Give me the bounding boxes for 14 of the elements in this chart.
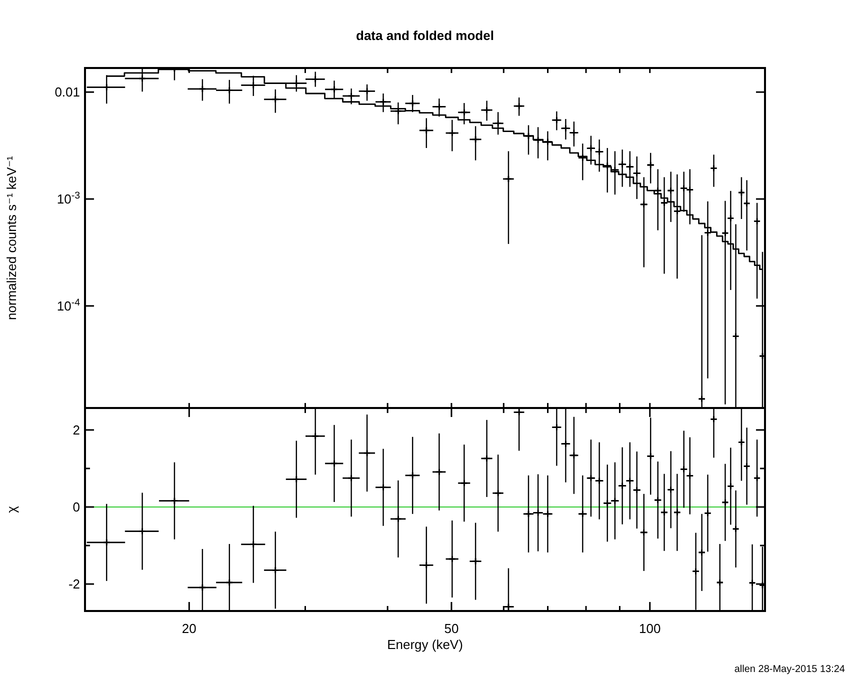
y-tick-label: 10$^{-4}$ xyxy=(56,296,81,314)
y-tick-label: 10$^{-3}$ xyxy=(56,190,80,207)
y-tick-label: 0 xyxy=(72,500,80,515)
x-tick-label: 50 xyxy=(444,621,459,636)
y-axis-title: normalized counts s⁻¹ keV⁻¹ xyxy=(4,155,19,320)
text: allen 28-May-2015 13:24 xyxy=(734,664,846,675)
y-tick-label: 0.01 xyxy=(54,84,80,100)
x-axis-title: Energy (keV) xyxy=(387,637,463,652)
y-tick-label: -2 xyxy=(68,576,80,592)
y-axis-title: χ xyxy=(4,506,19,513)
y-tick-label: 2 xyxy=(72,422,80,438)
x-tick-label: 20 xyxy=(182,621,196,636)
chart-title: data and folded model xyxy=(356,28,494,43)
x-tick-label: 100 xyxy=(639,621,661,636)
